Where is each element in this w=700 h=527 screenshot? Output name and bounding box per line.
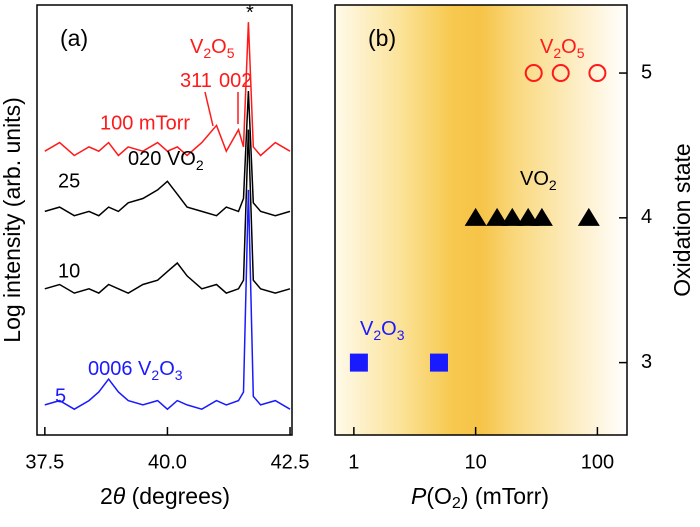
x-tick-label: 1 [348, 451, 359, 473]
subscript: 2 [196, 157, 204, 173]
annotation: 0006 V2O3 [88, 358, 183, 382]
annotation: * [246, 2, 254, 24]
arrow [204, 91, 214, 127]
text-part: O [159, 358, 175, 380]
marker [530, 207, 553, 226]
subscript: 2 [549, 177, 557, 193]
text-part: ) (mTorr) [461, 483, 549, 509]
xrd-trace [44, 129, 291, 294]
trace-label: 100 mTorr [100, 112, 190, 134]
y-tick-label: 5 [641, 61, 652, 83]
y-axis-title: Log intensity (arb. units) [0, 97, 25, 342]
subscript: 2 [203, 45, 211, 61]
subscript: 3 [175, 367, 183, 383]
x-tick-label: 37.5 [25, 451, 64, 473]
panel-label: (b) [368, 25, 396, 51]
text-part: 2 [100, 483, 113, 509]
text-part: O [561, 36, 577, 58]
x-tick-label: 10 [465, 451, 487, 473]
panel-label: (a) [60, 25, 88, 51]
trace-label: 25 [58, 170, 80, 192]
marker [524, 64, 543, 83]
annotation: 002 [219, 70, 252, 92]
series-label: V2O3 [360, 318, 405, 342]
x-axis-title: 2θ (degrees) [100, 483, 230, 509]
plot-frame [36, 4, 293, 436]
subscript: 3 [397, 327, 405, 343]
x-axis-title: P(O2) (mTorr) [411, 483, 549, 512]
annotation: 020 VO2 [128, 148, 204, 172]
trace-label: 5 [55, 385, 66, 407]
text-part: 002 [219, 70, 252, 92]
text-part: 0006 V [88, 358, 152, 380]
italic-part: θ [113, 483, 126, 509]
text-part: V [190, 36, 204, 58]
x-tick-label: 100 [581, 451, 614, 473]
trace-label: 10 [58, 260, 80, 282]
marker [486, 207, 509, 226]
xrd-trace [44, 189, 291, 411]
subscript: 2 [452, 494, 461, 512]
marker [577, 207, 600, 226]
text-part: O [381, 318, 397, 340]
text-part: V [540, 36, 554, 58]
subscript: 2 [151, 367, 159, 383]
marker [551, 64, 570, 83]
series-label: V2O5 [540, 36, 585, 60]
plot-frame [334, 4, 628, 436]
xrd-trace [44, 22, 291, 157]
x-tick-label: 40.0 [148, 451, 187, 473]
marker [464, 207, 487, 226]
text-part: 020 VO [128, 148, 196, 170]
y-tick-label: 4 [641, 206, 652, 228]
marker [349, 353, 368, 372]
subscript: 5 [577, 45, 585, 61]
italic-part: P [411, 483, 427, 509]
text-part: * [246, 2, 254, 24]
marker [429, 353, 448, 372]
text-part: O [211, 36, 227, 58]
text-part: V [360, 318, 374, 340]
marker [588, 64, 607, 83]
text-part: (degrees) [125, 483, 230, 509]
subscript: 2 [373, 327, 381, 343]
y-axis-title: Oxidation state [669, 143, 695, 296]
text-part: 311 [180, 70, 212, 92]
subscript: 5 [227, 45, 235, 61]
marker [501, 207, 524, 226]
text-part: VO [520, 168, 549, 190]
series-label: VO2 [520, 168, 557, 192]
subscript: 2 [553, 45, 561, 61]
annotation: 311 [180, 70, 212, 92]
x-tick-label: 42.5 [271, 451, 310, 473]
xrd-trace [44, 90, 291, 217]
y-tick-label: 3 [641, 351, 652, 373]
annotation: V2O5 [190, 36, 235, 60]
text-part: (O [426, 483, 452, 509]
